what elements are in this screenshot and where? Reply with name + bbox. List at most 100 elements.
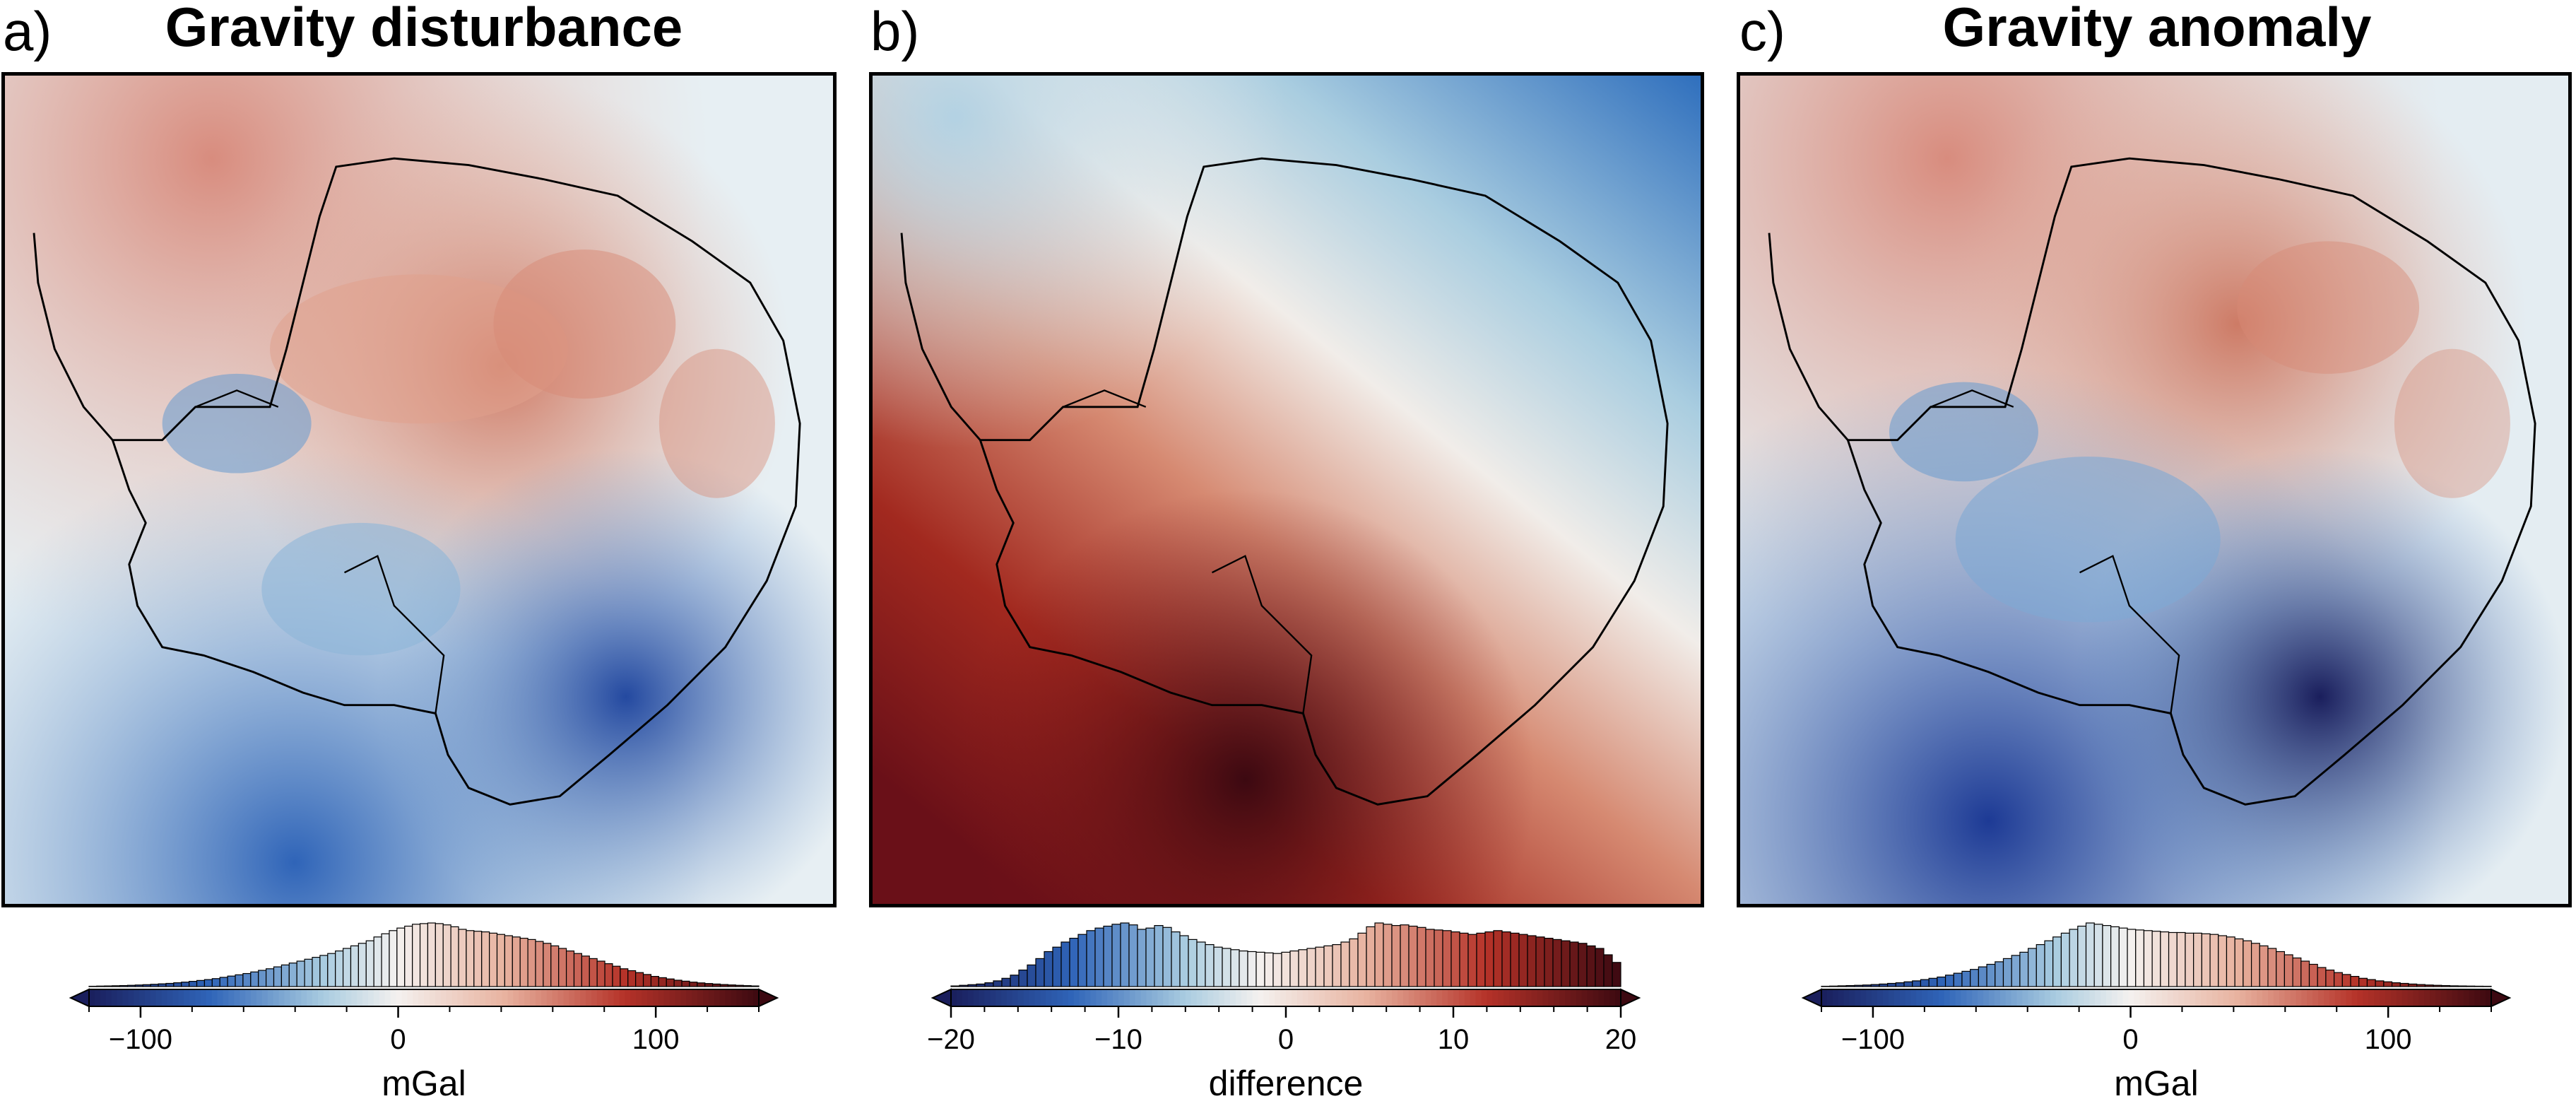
histogram-bar bbox=[1180, 936, 1188, 987]
histogram-bar bbox=[1324, 946, 1333, 987]
colorbar-segment bbox=[1827, 989, 1833, 1006]
colorbar-segment bbox=[2117, 989, 2124, 1006]
colorbar-segment bbox=[608, 989, 615, 1006]
histogram-bar bbox=[2094, 924, 2103, 987]
panel-a-map bbox=[1, 72, 837, 907]
colorbar-segment bbox=[530, 989, 536, 1006]
colorbar-segment bbox=[407, 989, 413, 1006]
colorbar-segment bbox=[1241, 989, 1248, 1006]
histogram-bar bbox=[1256, 952, 1265, 987]
histogram-bar bbox=[374, 937, 382, 987]
colorbar-segment bbox=[2017, 989, 2023, 1006]
histogram-bar bbox=[2326, 970, 2334, 987]
histogram-bar bbox=[743, 986, 751, 987]
histogram-bar bbox=[1604, 955, 1612, 987]
histogram-bar bbox=[389, 931, 397, 987]
colorbar-segment bbox=[229, 989, 235, 1006]
histogram-bar bbox=[751, 986, 759, 987]
colorbar-segment bbox=[335, 989, 341, 1006]
colorbar-segment bbox=[1130, 989, 1136, 1006]
colorbar-segment bbox=[2223, 989, 2230, 1006]
colorbar-segment bbox=[1542, 989, 1549, 1006]
colorbar-segment bbox=[2430, 989, 2436, 1006]
colorbar-segment bbox=[262, 989, 268, 1006]
colorbar-segment bbox=[1950, 989, 1956, 1006]
colorbar-segment bbox=[374, 989, 380, 1006]
histogram-bar bbox=[1349, 939, 1358, 987]
colorbar-segment bbox=[256, 989, 263, 1006]
colorbar-low-triangle bbox=[71, 989, 89, 1006]
histogram-bar bbox=[1995, 962, 2004, 987]
colorbar-segment bbox=[139, 989, 146, 1006]
colorbar-segment bbox=[1588, 989, 1594, 1006]
histogram-bar bbox=[1197, 942, 1205, 987]
histogram-bar bbox=[2036, 945, 2045, 987]
colorbar-tick-label: −100 bbox=[1841, 1024, 1905, 1055]
colorbar-segment bbox=[1375, 989, 1381, 1006]
colorbar-segment bbox=[2397, 989, 2403, 1006]
histogram-bar bbox=[274, 967, 282, 987]
colorbar-segment bbox=[268, 989, 274, 1006]
colorbar-segment bbox=[2162, 989, 2168, 1006]
colorbar-segment bbox=[162, 989, 168, 1006]
colorbar-segment bbox=[1186, 989, 1192, 1006]
colorbar-segment bbox=[295, 989, 302, 1006]
histogram-bar bbox=[1846, 986, 1855, 987]
colorbar-segment bbox=[1565, 989, 1571, 1006]
colorbar-segment bbox=[720, 989, 726, 1006]
colorbar-segment bbox=[1213, 989, 1219, 1006]
histogram-bar bbox=[1163, 927, 1171, 987]
colorbar-segment bbox=[1961, 989, 1968, 1006]
colorbar-segment bbox=[2452, 989, 2459, 1006]
histogram-bar bbox=[1299, 950, 1307, 987]
colorbar-segment bbox=[2341, 989, 2347, 1006]
colorbar-segment bbox=[2257, 989, 2263, 1006]
colorbar-segment bbox=[697, 989, 704, 1006]
histogram-bar bbox=[1612, 963, 1621, 987]
histogram-bar bbox=[1036, 958, 1044, 987]
colorbar-segment bbox=[218, 989, 224, 1006]
histogram-bar bbox=[2103, 926, 2111, 987]
colorbar-segment bbox=[2296, 989, 2303, 1006]
colorbar-segment bbox=[1944, 989, 1951, 1006]
colorbar-segment bbox=[195, 989, 201, 1006]
colorbar-segment bbox=[1431, 989, 1437, 1006]
colorbar-segment bbox=[2424, 989, 2430, 1006]
colorbar-segment bbox=[89, 989, 95, 1006]
colorbar-segment bbox=[1459, 989, 1465, 1006]
colorbar-segment bbox=[189, 989, 196, 1006]
histogram-bar bbox=[2392, 983, 2401, 987]
colorbar-segment bbox=[2441, 989, 2447, 1006]
histogram-bar bbox=[705, 984, 713, 987]
colorbar-segment bbox=[1319, 989, 1325, 1006]
colorbar-segment bbox=[184, 989, 190, 1006]
colorbar-segment bbox=[391, 989, 397, 1006]
colorbar-segment bbox=[951, 989, 957, 1006]
colorbar-segment bbox=[1230, 989, 1236, 1006]
colorbar-segment bbox=[2151, 989, 2157, 1006]
colorbar-segment bbox=[647, 989, 654, 1006]
colorbar-segment bbox=[1157, 989, 1164, 1006]
colorbar-high-triangle bbox=[2491, 989, 2510, 1006]
colorbar-segment bbox=[2447, 989, 2453, 1006]
histogram-bar bbox=[735, 985, 743, 987]
histogram-bar bbox=[482, 932, 490, 987]
colorbar-segment bbox=[2195, 989, 2202, 1006]
histogram-bar bbox=[2202, 934, 2210, 987]
colorbar-segment bbox=[117, 989, 124, 1006]
histogram-bar bbox=[166, 984, 174, 987]
colorbar-segment bbox=[1972, 989, 1978, 1006]
histogram-bar bbox=[1070, 939, 1078, 987]
histogram-bar bbox=[259, 970, 266, 987]
colorbar-segment bbox=[714, 989, 721, 1006]
colorbar-label: difference bbox=[1209, 1064, 1364, 1103]
colorbar-segment bbox=[664, 989, 670, 1006]
colorbar-segment bbox=[2028, 989, 2034, 1006]
colorbar-segment bbox=[569, 989, 575, 1006]
colorbar-segment bbox=[2229, 989, 2235, 1006]
colorbar-segment bbox=[1018, 989, 1024, 1006]
colorbar-segment bbox=[553, 989, 559, 1006]
colorbar-segment bbox=[2011, 989, 2018, 1006]
